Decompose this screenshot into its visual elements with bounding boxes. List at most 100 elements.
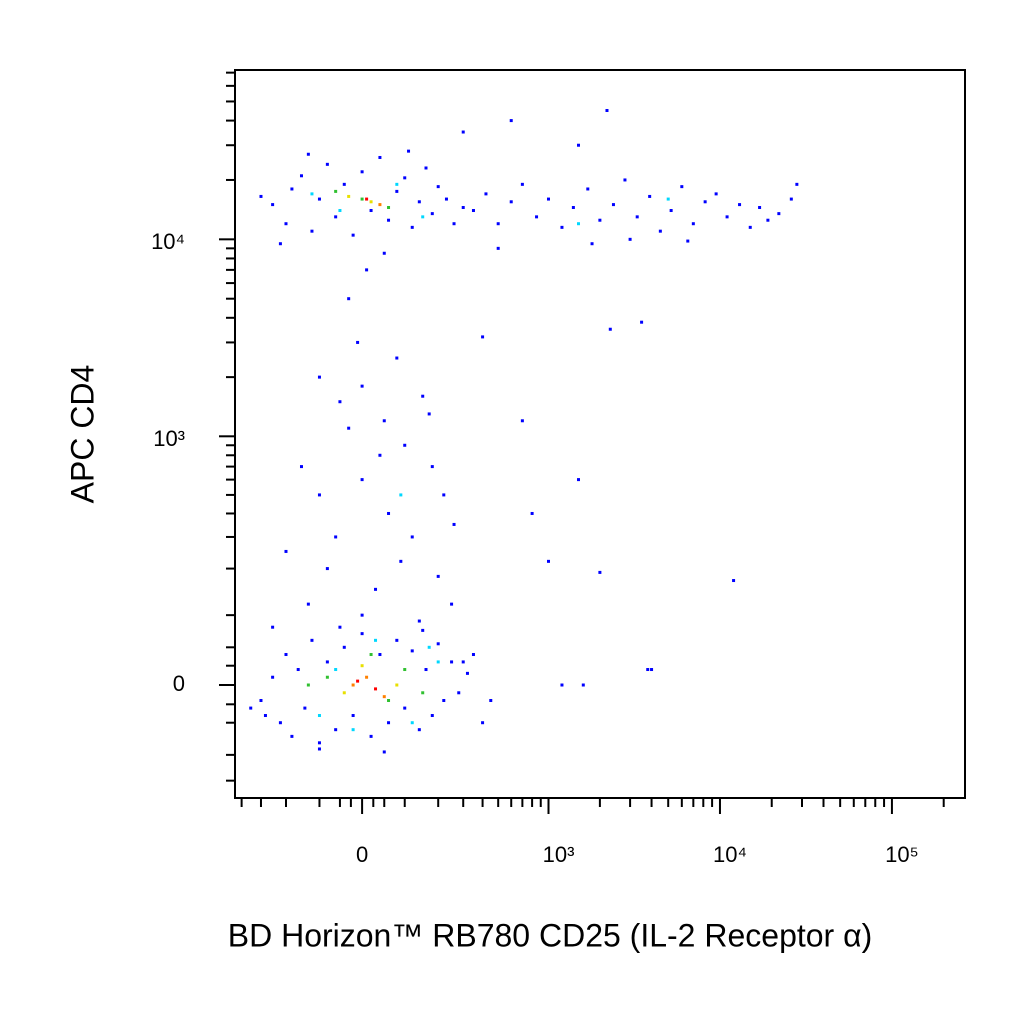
event-dot (484, 192, 488, 196)
event-dot (465, 671, 469, 675)
event-dot (581, 683, 585, 687)
event-dot (481, 721, 485, 725)
event-dot (334, 728, 338, 732)
event-dot (666, 197, 670, 201)
x-tick-label: 0 (356, 842, 368, 867)
event-dot (338, 209, 342, 213)
event-dot (306, 152, 310, 156)
event-dot (738, 203, 742, 207)
event-dot (725, 215, 729, 219)
event-dot (471, 653, 475, 657)
event-dot (395, 182, 399, 186)
event-dot (417, 728, 421, 732)
event-dot (369, 653, 373, 657)
event-dot (421, 215, 425, 219)
event-dot (378, 203, 382, 207)
event-dot (421, 394, 425, 398)
event-dot (382, 251, 386, 255)
event-dot (789, 197, 793, 201)
event-dot (310, 638, 314, 642)
event-dot (450, 660, 454, 664)
event-dot (299, 174, 303, 178)
y-tick-label: 10⁴ (151, 229, 185, 254)
event-dot (271, 203, 275, 207)
event-dot (347, 194, 351, 198)
event-dot (461, 660, 465, 664)
event-dot (611, 203, 615, 207)
event-dot (481, 335, 485, 339)
event-dot (605, 108, 609, 112)
event-dot (317, 197, 321, 201)
event-dot (403, 176, 407, 180)
event-dot (310, 229, 314, 233)
event-dot (650, 668, 654, 672)
event-dot (461, 206, 465, 210)
event-dot (628, 237, 632, 241)
event-dot (452, 522, 456, 526)
event-dot (360, 664, 364, 668)
event-dot (732, 579, 736, 583)
event-dot (317, 493, 321, 497)
event-dot (509, 119, 513, 123)
event-dot (317, 741, 321, 745)
event-dot (461, 130, 465, 134)
event-dot (299, 465, 303, 469)
event-dot (703, 200, 707, 204)
event-dot (496, 222, 500, 226)
event-dot (259, 194, 263, 198)
event-dot (766, 218, 770, 222)
event-dot (271, 625, 275, 629)
event-dot (399, 493, 403, 497)
event-dot (351, 728, 355, 732)
event-dot (378, 155, 382, 159)
event-dot (417, 619, 421, 623)
event-dot (410, 225, 414, 229)
event-dot (360, 384, 364, 388)
event-dot (680, 185, 684, 189)
event-dot (278, 242, 282, 246)
event-dot (410, 649, 414, 653)
event-dot (317, 747, 321, 751)
event-dot (608, 327, 612, 331)
event-dot (360, 197, 364, 201)
event-dot (310, 192, 314, 196)
event-dot (571, 206, 575, 210)
event-dot (360, 632, 364, 636)
event-dot (351, 233, 355, 237)
event-dot (403, 443, 407, 447)
event-dot (334, 535, 338, 539)
event-dot (325, 675, 329, 679)
event-dot (407, 149, 411, 153)
event-dot (658, 229, 662, 233)
event-dot (306, 602, 310, 606)
x-axis-label: BD Horizon™ RB780 CD25 (IL-2 Receptor α) (228, 917, 873, 953)
plot-frame (234, 69, 966, 799)
event-dot (560, 225, 564, 229)
event-dot (271, 675, 275, 679)
event-dot (356, 679, 360, 683)
event-dot (748, 225, 752, 229)
event-dot (669, 209, 673, 213)
event-dot (496, 246, 500, 250)
event-dot (382, 695, 386, 699)
event-dot (452, 222, 456, 226)
event-dot (635, 215, 639, 219)
event-dot (338, 400, 342, 404)
y-axis-label: APC CD4 (64, 365, 100, 504)
event-dot (347, 297, 351, 301)
event-dot (430, 714, 434, 718)
event-dot (442, 698, 446, 702)
event-dot (325, 162, 329, 166)
event-dot (360, 613, 364, 617)
event-dot (421, 628, 425, 632)
event-dot (795, 182, 799, 186)
event-dot (530, 511, 534, 515)
event-dot (417, 200, 421, 204)
event-dot (560, 683, 564, 687)
event-dot (471, 209, 475, 213)
event-dot (334, 215, 338, 219)
event-dot (284, 653, 288, 657)
event-dot (369, 734, 373, 738)
event-dot (387, 218, 391, 222)
